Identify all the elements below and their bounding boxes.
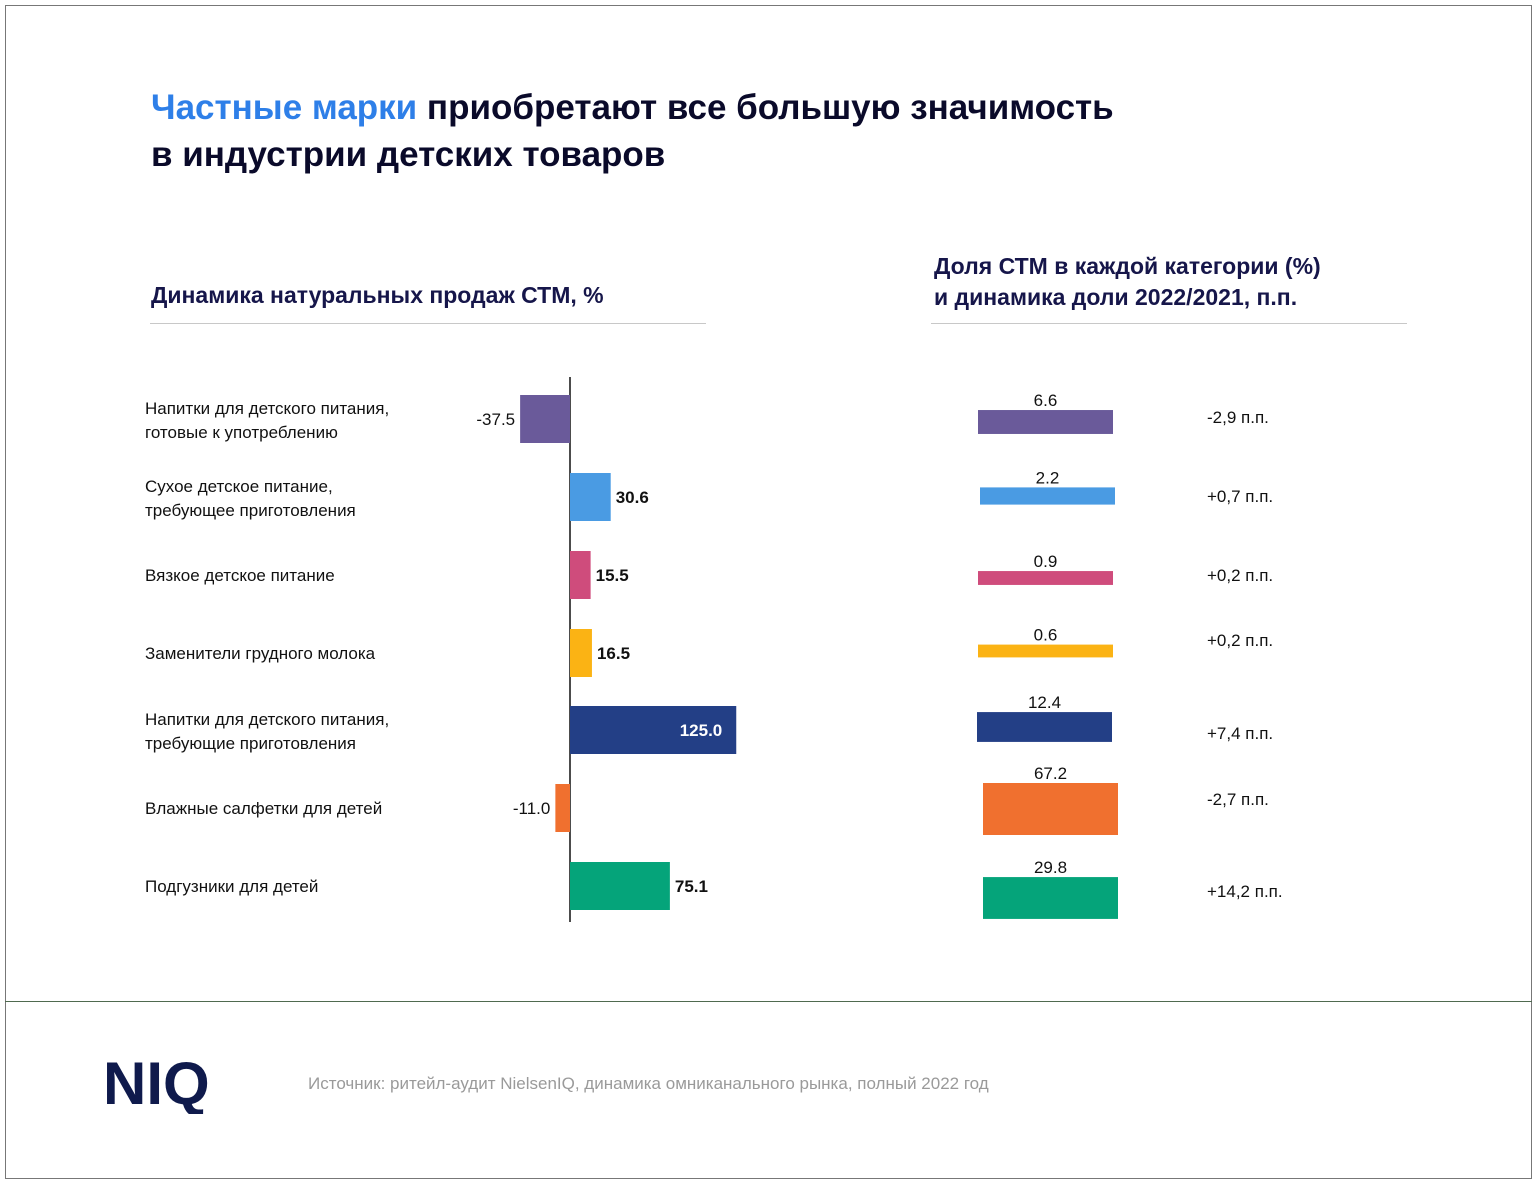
share-change-label-3: +0,2 п.п. xyxy=(1207,566,1273,585)
title-rest: приобретают все большую значимость xyxy=(417,88,1114,127)
sales-value-label-6: -11.0 xyxy=(513,799,551,818)
niq-logo: NIQ xyxy=(103,1052,210,1114)
share-bar-1 xyxy=(978,410,1113,434)
share-change-label-5: +7,4 п.п. xyxy=(1207,724,1273,743)
category-label-5-line-1: Напитки для детского питания, xyxy=(145,710,389,729)
sales-value-label-3: 15.5 xyxy=(596,566,629,585)
title-accent: Частные марки xyxy=(151,88,418,127)
share-value-label-6: 67.2 xyxy=(1034,764,1067,783)
category-label-6: Влажные салфетки для детей xyxy=(145,799,382,818)
share-value-label-5: 12.4 xyxy=(1028,693,1061,712)
category-label-1-line-2: готовые к употреблению xyxy=(145,423,338,442)
share-bar-2 xyxy=(980,487,1115,505)
sales-bar-3 xyxy=(570,551,591,599)
slide-frame xyxy=(5,5,1532,1179)
category-label-4: Заменители грудного молока xyxy=(145,644,376,663)
sales-bar-1 xyxy=(520,395,570,443)
share-value-label-2: 2.2 xyxy=(1036,468,1060,487)
left-divider xyxy=(150,323,706,324)
share-value-label-4: 0.6 xyxy=(1034,626,1058,645)
right-subtitle-line1: Доля СТМ в каждой категории (%) xyxy=(934,253,1321,279)
share-change-label-1: -2,9 п.п. xyxy=(1207,408,1269,427)
sales-bar-7 xyxy=(570,862,670,910)
share-bar-3 xyxy=(978,571,1113,585)
share-bar-6 xyxy=(983,783,1118,835)
sales-value-label-1: -37.5 xyxy=(476,410,515,429)
share-bar-7 xyxy=(983,877,1118,919)
share-value-label-7: 29.8 xyxy=(1034,858,1067,877)
right-chart-subtitle: Доля СТМ в каждой категории (%) и динамик… xyxy=(934,251,1321,313)
share-bar-4 xyxy=(978,644,1113,658)
share-value-label-3: 0.9 xyxy=(1034,552,1058,571)
share-change-label-4: +0,2 п.п. xyxy=(1207,631,1273,650)
left-chart-subtitle: Динамика натуральных продаж СТМ, % xyxy=(151,282,604,308)
charts-area: -37.5 Напитки для детского питания, готовы… xyxy=(145,377,1283,922)
category-label-3: Вязкое детское питание xyxy=(145,566,335,585)
sales-bar-4 xyxy=(570,629,592,677)
sales-bar-6 xyxy=(555,784,570,832)
category-label-2-line-2: требующее приготовления xyxy=(145,501,356,520)
title-line2: в индустрии детских товаров xyxy=(151,135,666,174)
category-label-5-line-2: требующие приготовления xyxy=(145,734,356,753)
share-value-label-1: 6.6 xyxy=(1034,391,1058,410)
right-divider xyxy=(931,323,1407,324)
category-label-1-line-1: Напитки для детского питания, xyxy=(145,399,389,418)
sales-value-label-5: 125.0 xyxy=(680,721,723,740)
share-bar-5 xyxy=(977,712,1112,742)
footer-divider xyxy=(5,1001,1532,1002)
share-change-label-7: +14,2 п.п. xyxy=(1207,882,1283,901)
share-change-label-2: +0,7 п.п. xyxy=(1207,487,1273,506)
category-label-2-line-1: Сухое детское питание, xyxy=(145,477,333,496)
category-label-7: Подгузники для детей xyxy=(145,877,318,896)
right-subtitle-line2: и динамика доли 2022/2021, п.п. xyxy=(934,284,1298,310)
sales-value-label-7: 75.1 xyxy=(675,877,708,896)
page-title: Частные марки приобретают все большую зн… xyxy=(151,84,1114,178)
sales-value-label-4: 16.5 xyxy=(597,644,630,663)
sales-value-label-2: 30.6 xyxy=(616,488,649,507)
sales-bar-2 xyxy=(570,473,611,521)
share-change-label-6: -2,7 п.п. xyxy=(1207,790,1269,809)
logo-text: NIQ xyxy=(103,1052,210,1114)
source-note: Источник: ритейл-аудит NielsenIQ, динами… xyxy=(308,1074,989,1093)
sales-bar-5 xyxy=(570,706,737,754)
